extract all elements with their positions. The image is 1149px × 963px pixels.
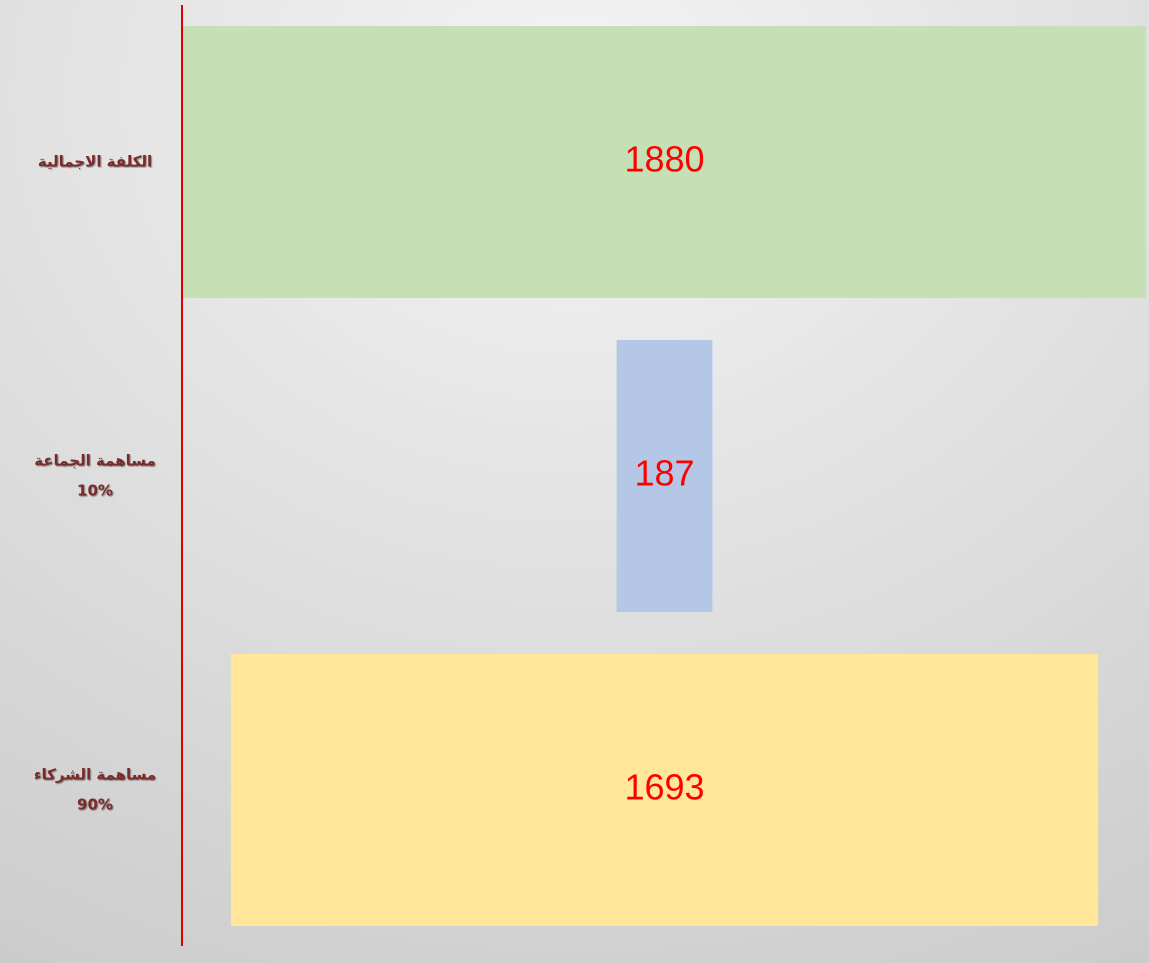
- category-label: مساهمة الشركاء: [34, 766, 156, 784]
- category-label: 90%: [77, 796, 113, 814]
- category-label: مساهمة الجماعة: [34, 452, 156, 470]
- bar: [183, 26, 1146, 298]
- value-label: 1693: [624, 767, 704, 808]
- bars: 1880 الكلفة الاجمالية 187 مساهمة الجماعة 10%…: [34, 26, 1146, 926]
- bar: [230, 654, 1099, 926]
- value-label: 1880: [624, 139, 704, 180]
- category-label: 10%: [77, 482, 113, 500]
- bar: [616, 340, 713, 612]
- category-label: الكلفة الاجمالية: [38, 153, 152, 171]
- value-label: 187: [634, 453, 694, 494]
